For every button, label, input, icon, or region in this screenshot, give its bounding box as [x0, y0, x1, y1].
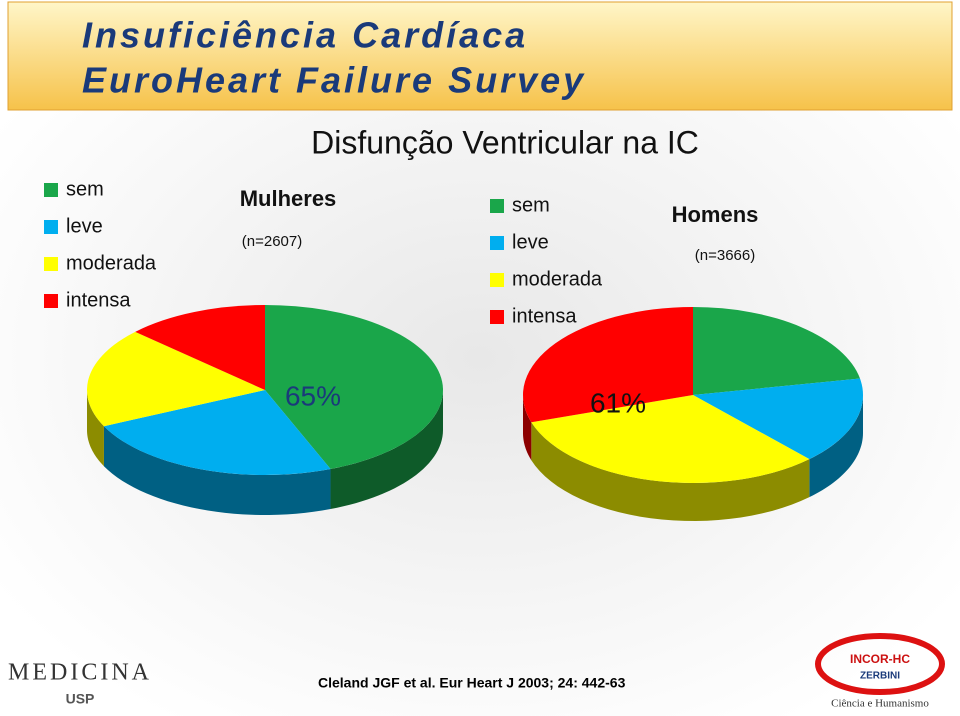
annotation: 61% [590, 387, 646, 418]
annotation: 65% [285, 380, 341, 411]
slice [135, 305, 265, 390]
slice-side [330, 390, 443, 510]
title: Insuficiência Cardíaca [82, 15, 528, 56]
logo-text: MEDICINA [8, 660, 152, 686]
legend-label: sem [512, 194, 550, 216]
legend-swatch [44, 294, 58, 308]
legend-swatch [490, 236, 504, 250]
logo-text: ZERBINI [860, 671, 900, 682]
slice [693, 378, 863, 460]
legend-label: leve [66, 215, 103, 237]
legend-swatch [490, 273, 504, 287]
slice [87, 331, 265, 427]
slide-title: Disfunção Ventricular na IC [311, 124, 699, 160]
slice [531, 395, 810, 483]
legend-swatch [44, 220, 58, 234]
legend-label: leve [512, 231, 549, 253]
slice-side [523, 395, 532, 461]
slice [103, 390, 331, 475]
legend-label: intensa [66, 289, 131, 311]
banner [7, 1, 953, 111]
logo-text: Ciência e Humanismo [831, 698, 929, 710]
slice [523, 307, 693, 423]
citation: Cleland JGF et al. Eur Heart J 2003; 24:… [318, 675, 626, 691]
legend-label: intensa [512, 305, 577, 327]
pie-title: Mulheres [240, 186, 337, 211]
logo-shape [815, 633, 945, 695]
pie-subtitle: (n=2607) [242, 233, 302, 250]
pie-title: Homens [672, 202, 759, 227]
slice [265, 305, 444, 470]
slice-side [103, 426, 331, 515]
legend-label: moderada [512, 268, 603, 290]
slice-side [809, 395, 863, 498]
slice [693, 307, 860, 395]
legend-swatch [490, 310, 504, 324]
slice-side [87, 390, 104, 467]
logo-text: USP [66, 691, 95, 707]
logo-text: INCOR-HC [850, 652, 910, 666]
title: EuroHeart Failure Survey [82, 60, 586, 101]
legend-swatch [44, 183, 58, 197]
legend-label: moderada [66, 252, 157, 274]
slice-side [531, 422, 810, 521]
legend-swatch [490, 199, 504, 213]
legend-swatch [44, 257, 58, 271]
pie-subtitle: (n=3666) [695, 247, 755, 264]
legend-label: sem [66, 178, 104, 200]
